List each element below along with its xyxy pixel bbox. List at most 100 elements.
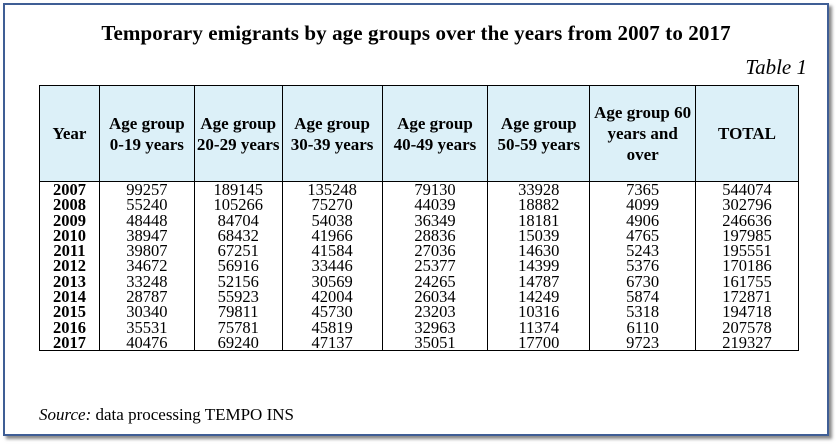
cell-total: 197985 [695,227,799,244]
cell-age-60-over: 5874 [589,288,697,305]
cell-age-60-over: 5243 [589,242,697,259]
table-row: 2014 28787 55923 42004 26034 14249 5874 172871 [39,288,799,305]
cell-age-60-over: 4765 [589,227,697,244]
cell-age-60-over: 9723 [589,334,697,352]
emigrants-table: Year Age group 0-19 years Age group 20-2… [39,85,799,352]
cell-age-20-29: 56916 [193,258,283,274]
column-header-year: Year [39,85,100,182]
cell-age-40-49: 25377 [381,258,489,274]
document-frame: Temporary emigrants by age groups over t… [3,3,829,436]
cell-age-40-49: 35051 [381,334,489,352]
table-body: 2007 99257 189145 135248 79130 33928 7365 54407… [39,181,799,352]
cell-age-30-39: 54038 [281,212,383,229]
cell-age-0-19: 38947 [98,227,195,244]
cell-age-40-49: 26034 [381,288,489,305]
cell-age-60-over: 6730 [589,273,697,290]
cell-year: 2008 [39,196,100,213]
table-row: 2008 55240 105266 75270 44039 18882 4099 302796 [39,196,799,213]
column-header-age-20-29: Age group 20-29 years [193,85,283,182]
cell-year: 2011 [39,242,100,259]
cell-year: 2013 [39,273,100,290]
cell-age-50-59: 15039 [487,227,591,244]
column-header-age-40-49: Age group 40-49 years [381,85,489,182]
cell-year: 2010 [39,227,100,244]
table-row: 2011 39807 67251 41584 27036 14630 5243 195551 [39,242,799,259]
cell-age-40-49: 32963 [381,319,489,336]
cell-total: 172871 [695,288,799,305]
cell-age-20-29: 68432 [193,227,283,244]
cell-age-40-49: 44039 [381,196,489,213]
cell-year: 2012 [39,258,100,274]
cell-age-40-49: 36349 [381,212,489,229]
cell-age-30-39: 42004 [281,288,383,305]
table-row: 2016 35531 75781 45819 32963 11374 6110 207578 [39,319,799,336]
cell-age-50-59: 11374 [487,319,591,336]
cell-age-0-19: 40476 [98,334,195,352]
table-row: 2010 38947 68432 41966 28836 15039 4765 197985 [39,227,799,244]
table-header-row: Year Age group 0-19 years Age group 20-2… [39,85,799,182]
cell-age-40-49: 79130 [381,181,489,198]
table-number-label: Table 1 [745,55,807,79]
cell-total: 161755 [695,273,799,290]
cell-age-30-39: 135248 [281,181,383,198]
cell-age-60-over: 4099 [589,196,697,213]
cell-age-60-over: 7365 [589,181,697,198]
cell-age-0-19: 28787 [98,288,195,305]
cell-total: 170186 [695,258,799,274]
cell-age-40-49: 27036 [381,242,489,259]
cell-age-50-59: 17700 [487,334,591,352]
column-header-age-30-39: Age group 30-39 years [281,85,383,182]
cell-age-50-59: 10316 [487,303,591,320]
cell-age-20-29: 67251 [193,242,283,259]
cell-year: 2014 [39,288,100,305]
table-row: 2007 99257 189145 135248 79130 33928 7365 54407… [39,181,799,198]
cell-age-40-49: 24265 [381,273,489,290]
cell-year: 2009 [39,212,100,229]
cell-age-40-49: 28836 [381,227,489,244]
source-note: Source: data processing TEMPO INS [39,405,294,425]
cell-age-30-39: 33446 [281,258,383,274]
table-row: 2009 48448 84704 54038 36349 18181 4906 246636 [39,212,799,229]
page-title: Temporary emigrants by age groups over t… [101,21,731,45]
cell-age-50-59: 18882 [487,196,591,213]
cell-year: 2015 [39,303,100,320]
cell-total: 246636 [695,212,799,229]
cell-age-20-29: 189145 [193,181,283,198]
cell-total: 544074 [695,181,799,198]
cell-age-60-over: 4906 [589,212,697,229]
cell-age-0-19: 30340 [98,303,195,320]
cell-age-0-19: 99257 [98,181,195,198]
cell-age-20-29: 52156 [193,273,283,290]
cell-age-30-39: 75270 [281,196,383,213]
cell-age-20-29: 105266 [193,196,283,213]
column-header-age-0-19: Age group 0-19 years [98,85,195,182]
cell-age-0-19: 39807 [98,242,195,259]
cell-age-30-39: 30569 [281,273,383,290]
cell-age-20-29: 79811 [193,303,283,320]
cell-year: 2007 [39,181,100,198]
cell-age-60-over: 5376 [589,258,697,274]
table-row: 2017 40476 69240 47137 35051 17700 9723 219327 [39,334,799,352]
cell-age-50-59: 14787 [487,273,591,290]
cell-age-30-39: 45819 [281,319,383,336]
table-row: 2015 30340 79811 45730 23203 10316 5318 194718 [39,303,799,320]
cell-age-50-59: 14630 [487,242,591,259]
cell-age-0-19: 55240 [98,196,195,213]
table-row: 2012 34672 56916 33446 25377 14399 5376 170186 [39,258,799,274]
cell-age-30-39: 41966 [281,227,383,244]
source-text: data processing TEMPO INS [91,405,294,424]
cell-total: 207578 [695,319,799,336]
cell-age-50-59: 18181 [487,212,591,229]
cell-total: 194718 [695,303,799,320]
cell-age-0-19: 33248 [98,273,195,290]
cell-age-50-59: 33928 [487,181,591,198]
column-header-age-50-59: Age group 50-59 years [487,85,591,182]
cell-year: 2016 [39,319,100,336]
cell-age-0-19: 35531 [98,319,195,336]
cell-age-0-19: 34672 [98,258,195,274]
column-header-total: TOTAL [695,85,799,182]
cell-total: 302796 [695,196,799,213]
cell-age-60-over: 5318 [589,303,697,320]
cell-age-50-59: 14249 [487,288,591,305]
cell-age-20-29: 69240 [193,334,283,352]
